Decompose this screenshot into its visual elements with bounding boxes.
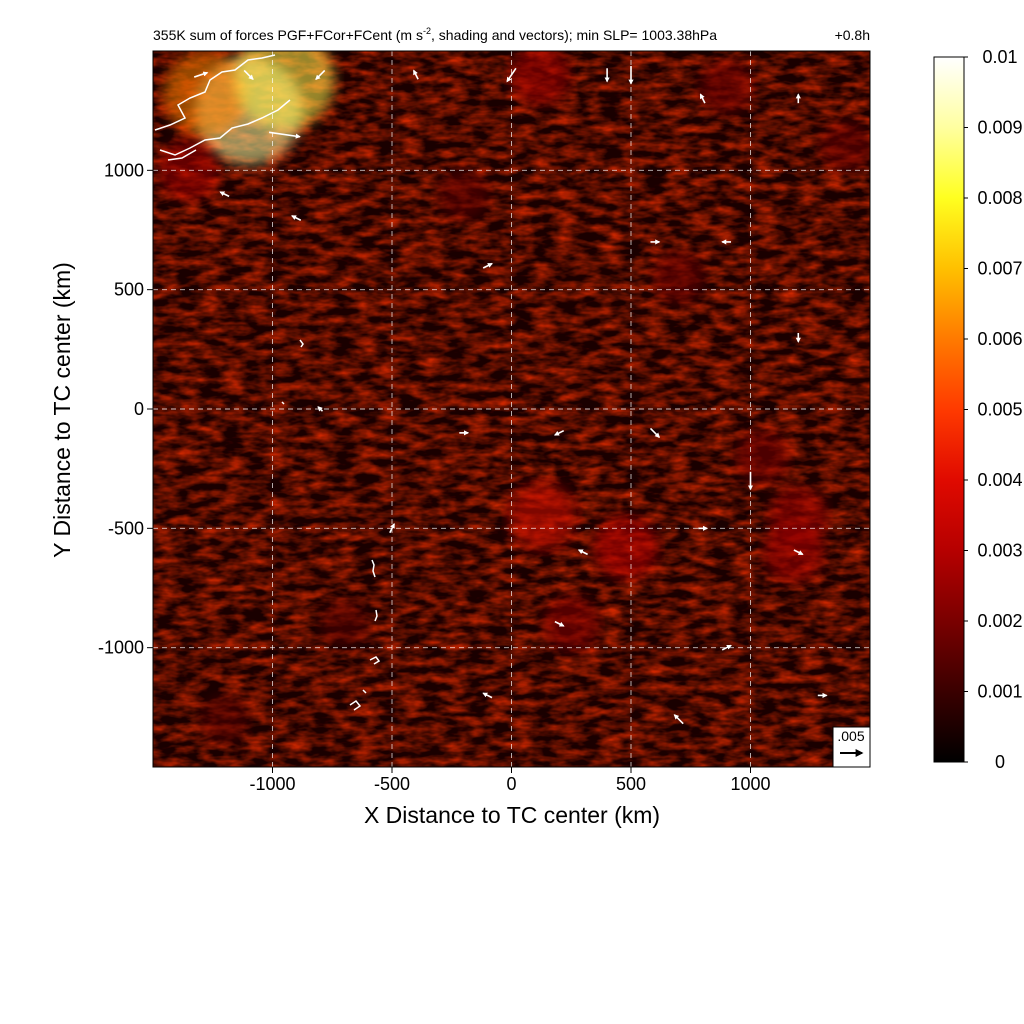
coastline-path	[154, 54, 291, 161]
x-tick-label-1: -500	[374, 774, 410, 794]
force-vector-27	[482, 692, 493, 699]
reference-vector-box	[832, 726, 871, 768]
hotspot-6	[769, 487, 828, 546]
hotspot-15	[320, 599, 369, 648]
colorbar: 0 0.001 0.002 0.003 0.004 0.005 0.006 0.007 0.00…	[933, 47, 1023, 772]
hotspot-16	[200, 695, 249, 744]
x-axis-label: X Distance to TC center (km)	[364, 802, 660, 828]
x-tick-label-4: 1000	[730, 774, 770, 794]
y-tick-label-2: 0	[134, 399, 144, 419]
force-vector-1	[243, 69, 254, 80]
colorbar-tick-label-4: 0.004	[977, 470, 1022, 490]
colorbar-tick-label-8: 0.008	[977, 188, 1022, 208]
x-tick-label-0: -1000	[249, 774, 295, 794]
reference-vector: .005	[832, 726, 871, 768]
x-tick-label-2: 0	[506, 774, 516, 794]
colorbar-tick-label-5: 0.005	[977, 400, 1022, 420]
hotspot-8	[510, 51, 571, 105]
colorbar-tick-label-6: 0.006	[977, 329, 1022, 349]
force-vector-26	[721, 644, 732, 651]
force-vector-10	[219, 191, 230, 198]
y-axis-label: Y Distance to TC center (km)	[49, 262, 75, 558]
y-tick-label-0: -1000	[98, 638, 144, 658]
colorbar-tick-label-7: 0.007	[977, 259, 1022, 279]
force-vector-16	[317, 406, 324, 412]
colorbar-tick-label-1: 0.001	[977, 682, 1022, 702]
plot-area	[153, 51, 870, 767]
hotspot-14	[735, 429, 790, 484]
chart-title: 355K sum of forces PGF+FCor+FCent (m s-2…	[153, 26, 717, 43]
hotspot-2	[234, 51, 335, 130]
hotspot-4	[594, 515, 659, 580]
hotspot-10	[699, 60, 754, 114]
colorbar-ticks: 0 0.001 0.002 0.003 0.004 0.005 0.006 0.007 0.00…	[964, 47, 1023, 772]
y-tick-label-1: -500	[108, 518, 144, 538]
force-vector-4	[412, 69, 419, 80]
force-vector-11	[291, 215, 302, 221]
coastline-islands	[281, 339, 381, 711]
colorbar-tick-label-0: 0	[995, 752, 1005, 772]
colorbar-tick-label-2: 0.002	[977, 611, 1022, 631]
hotspot-11	[820, 120, 870, 173]
time-label: +0.8h	[835, 27, 870, 43]
y-tick-label-3: 500	[114, 280, 144, 300]
force-vectors	[193, 66, 828, 725]
force-vector-28	[673, 714, 684, 725]
x-axis: -1000 -500 0 500 1000	[249, 767, 771, 794]
force-vector-8	[699, 93, 706, 104]
force-vector-19	[649, 427, 661, 438]
hotspot-13	[652, 251, 705, 304]
force-vector-24	[793, 549, 804, 556]
force-vector-3	[315, 69, 326, 80]
force-vector-0	[193, 71, 209, 78]
force-vector-25	[554, 620, 565, 627]
force-vector-18	[553, 429, 565, 436]
colorbar-gradient	[933, 56, 965, 763]
hotspot-7	[543, 595, 600, 652]
force-vector-2	[268, 131, 301, 139]
reference-vector-label: .005	[837, 728, 864, 744]
force-vector-14	[482, 262, 493, 269]
colorbar-tick-label-10: 0.01	[982, 47, 1017, 67]
force-vector-5	[506, 67, 517, 83]
x-tick-label-3: 500	[616, 774, 646, 794]
hotspot-3	[508, 482, 577, 551]
title-superscript: -2	[423, 26, 431, 36]
grid-lines	[153, 51, 870, 767]
hotspot-1	[163, 51, 248, 136]
force-vector-22	[577, 549, 588, 556]
coastline	[154, 54, 381, 711]
hotspot-12	[438, 169, 489, 220]
y-tick-label-4: 1000	[104, 160, 144, 180]
colorbar-tick-label-9: 0.009	[977, 118, 1022, 138]
hotspot-layer	[158, 51, 870, 744]
force-vector-21	[389, 523, 395, 534]
y-axis: -1000 -500 0 500 1000	[98, 160, 153, 658]
colorbar-tick-label-3: 0.003	[977, 541, 1022, 561]
